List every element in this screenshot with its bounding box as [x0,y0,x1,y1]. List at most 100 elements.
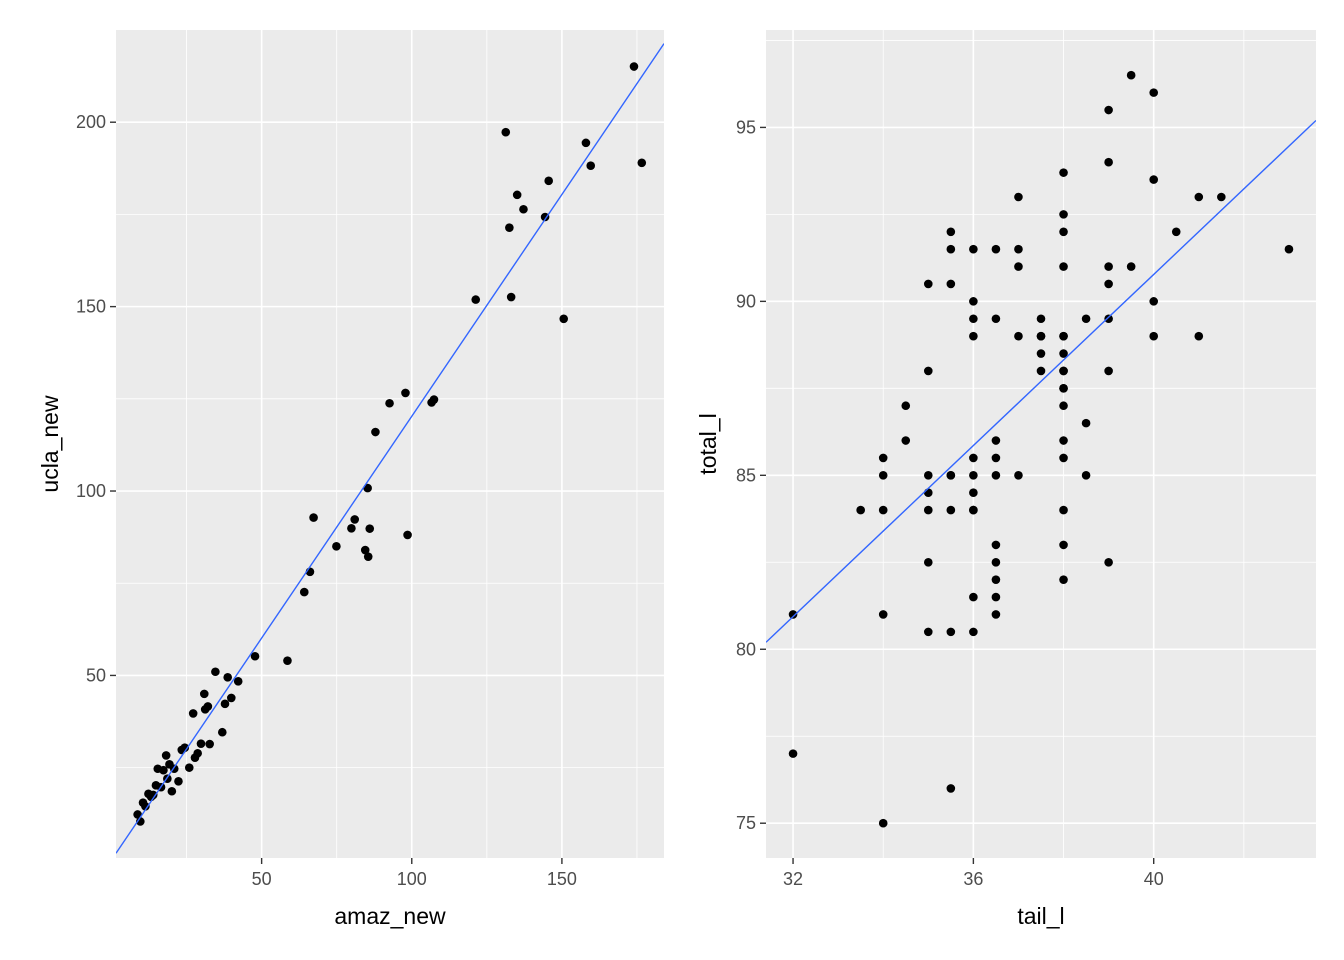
data-point [188,709,198,718]
data-point [1059,349,1068,358]
data-point [969,297,978,306]
data-point [501,127,511,137]
data-point [991,314,1001,324]
data-point [923,471,933,480]
data-point [856,505,865,515]
data-point [1104,262,1113,271]
y-axis-title: total_l [695,413,721,474]
data-point [519,204,528,214]
data-point [923,366,933,376]
x-tick-label: 50 [252,869,272,889]
data-point [309,513,318,522]
data-point [1081,418,1091,428]
data-point [878,505,888,515]
data-point [1059,575,1068,584]
data-point [1059,384,1068,393]
data-point [1014,471,1023,480]
plot-panel [766,30,1316,858]
data-point [946,627,956,637]
data-point [946,244,956,254]
data-point [401,388,410,398]
data-point [403,530,412,540]
data-point [1104,366,1113,376]
data-point [350,515,360,524]
data-point [991,610,1001,619]
data-point [1104,105,1113,115]
data-point [363,552,373,561]
data-point [1149,175,1159,184]
data-point [637,158,647,168]
data-point [923,279,933,289]
data-point [184,763,194,772]
data-point [991,436,1001,445]
data-point [991,244,1001,254]
data-point [371,427,380,437]
y-axis-title: ucla_new [37,395,63,493]
data-point [347,523,356,533]
data-point [161,751,171,760]
y-tick-label: 200 [76,112,106,132]
y-tick-label: 150 [76,297,106,317]
y-tick-label: 75 [736,813,756,833]
data-point [217,727,227,737]
data-point [878,453,888,463]
data-point [1059,366,1068,376]
y-tick-label: 95 [736,117,756,137]
data-point [946,784,956,793]
data-point [360,545,370,555]
data-point [1149,331,1159,341]
data-point [211,667,220,677]
data-point [505,223,514,232]
data-point [1014,192,1023,202]
data-point [223,672,233,682]
data-point [196,739,206,748]
x-axis-title: tail_l [1017,903,1064,929]
data-point [1059,262,1068,271]
data-point [923,557,933,567]
data-point [969,592,978,602]
data-point [159,765,168,775]
data-point [220,699,230,709]
data-point [946,227,956,237]
data-point [332,542,341,551]
data-point [1149,88,1159,97]
data-point [174,776,183,786]
data-point [901,401,911,411]
data-point [559,314,569,324]
data-point [1284,244,1294,254]
data-point [203,702,213,711]
data-point [991,557,1001,567]
y-tick-label: 90 [736,291,756,311]
data-point [167,786,177,796]
data-point [250,651,260,661]
data-point [878,471,888,480]
data-point [540,212,550,222]
data-point [1149,297,1159,306]
y-tick-label: 100 [76,481,106,501]
data-point [1194,192,1204,202]
data-point [1194,331,1204,341]
data-point [969,488,978,498]
data-point [878,610,888,619]
data-point [991,592,1001,602]
data-point [1059,505,1068,515]
data-point [991,575,1001,584]
data-point [969,244,978,254]
data-point [1059,210,1068,219]
data-point [923,505,933,515]
x-tick-label: 36 [963,869,983,889]
right-scatter-plot: 32 36 40 75 80 85 90 95 tail_l total_l [695,30,1316,929]
data-point [586,161,596,171]
data-point [1059,227,1068,237]
plot-panel [116,30,664,858]
data-point [1081,314,1091,324]
data-point [506,292,516,302]
left-scatter-plot: 50 100 150 50 100 150 200 amaz_new ucla_new [37,30,664,929]
data-point [283,656,292,665]
data-point [1126,70,1136,80]
regression-line [116,43,664,854]
data-point [363,483,372,493]
x-tick-label: 32 [783,869,803,889]
data-point [233,677,243,686]
